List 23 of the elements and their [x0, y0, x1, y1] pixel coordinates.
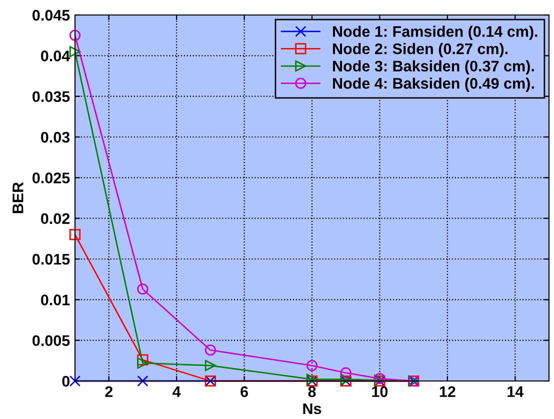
- x-axis-title: Ns: [303, 403, 322, 414]
- x-tick-label: 14: [508, 386, 524, 397]
- legend-label: Node 2: Siden (0.27 cm).: [333, 42, 508, 58]
- x-tick-label: 4: [172, 386, 181, 397]
- y-tick-label: 0.04: [41, 50, 70, 62]
- x-tick-label: 2: [105, 386, 112, 397]
- legend-label: Node 3: Baksiden (0.37 cm).: [333, 60, 534, 75]
- y-tick-label: 0.01: [41, 294, 70, 306]
- y-tick-label: 0.005: [32, 335, 70, 346]
- y-tick-label: 0.025: [32, 172, 70, 184]
- legend-label: Node 4: Baksiden (0.49 cm).: [333, 78, 534, 92]
- y-tick-label: 0.02: [41, 213, 70, 224]
- y-tick-label: 0: [62, 376, 70, 387]
- x-tick-label: 10: [372, 386, 388, 398]
- x-tick-label: 12: [440, 386, 456, 397]
- y-tick-label: 0.045: [32, 10, 70, 21]
- y-tick-label: 0.035: [32, 91, 70, 102]
- legend-label: Node 1: Famsiden (0.14 cm).: [333, 26, 538, 40]
- y-axis-title: BER: [12, 182, 24, 214]
- y-tick-label: 0.015: [32, 254, 70, 265]
- y-tick-label: 0.03: [41, 132, 70, 143]
- x-tick-label: 6: [240, 386, 248, 398]
- x-tick-label: 8: [308, 386, 316, 398]
